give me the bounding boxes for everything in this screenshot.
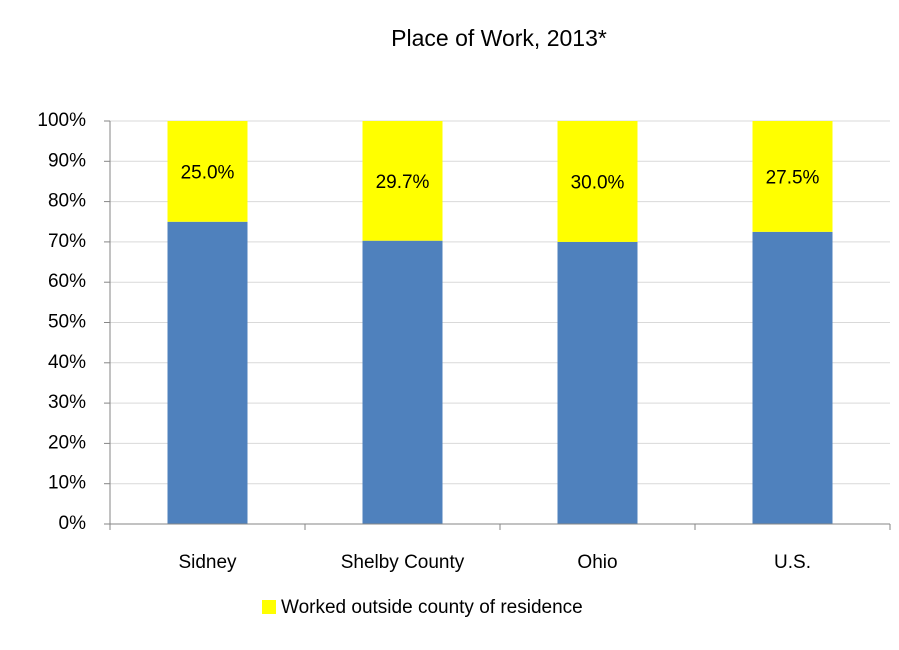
y-tick-label: 100% <box>37 110 86 131</box>
x-tick-label: Sidney <box>178 552 237 573</box>
y-tick-label: 60% <box>48 271 86 292</box>
bar-segment <box>752 231 833 524</box>
bar-segment <box>362 121 443 241</box>
bar-segment <box>752 121 833 232</box>
y-tick-label: 90% <box>48 150 86 171</box>
bar-segment <box>167 221 248 524</box>
bar-segment <box>362 240 443 525</box>
bar-segment <box>557 241 638 524</box>
y-tick-label: 0% <box>59 513 87 534</box>
bar-segment <box>557 121 638 242</box>
bar-segment <box>167 121 248 222</box>
x-tick-label: Shelby County <box>341 552 465 573</box>
data-label: 25.0% <box>181 162 235 183</box>
data-label: 27.5% <box>766 167 820 188</box>
y-tick-label: 80% <box>48 191 86 212</box>
y-tick-label: 20% <box>48 432 86 453</box>
legend-label: Worked outside county of residence <box>281 597 583 618</box>
x-tick-label: U.S. <box>774 552 811 573</box>
data-label: 29.7% <box>376 172 430 193</box>
y-tick-label: 40% <box>48 352 86 373</box>
y-tick-label: 10% <box>48 473 86 494</box>
x-tick-label: Ohio <box>577 552 617 573</box>
y-tick-label: 30% <box>48 392 86 413</box>
y-tick-label: 50% <box>48 312 86 333</box>
legend-swatch <box>262 600 276 614</box>
chart-title: Place of Work, 2013* <box>391 25 607 51</box>
y-tick-label: 70% <box>48 231 86 252</box>
data-label: 30.0% <box>571 172 625 193</box>
